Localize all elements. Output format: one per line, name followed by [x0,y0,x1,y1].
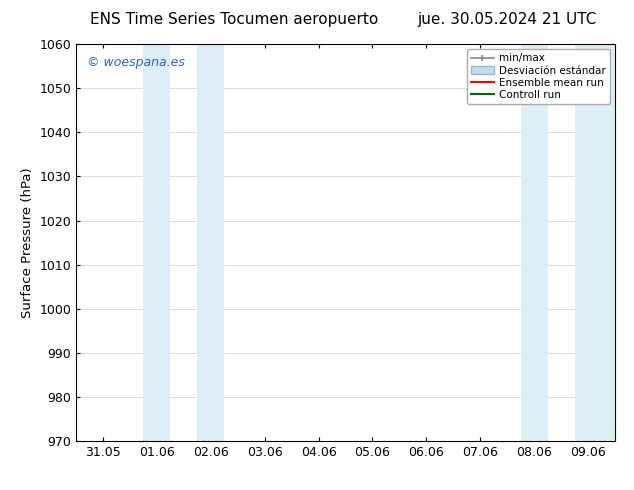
Text: jue. 30.05.2024 21 UTC: jue. 30.05.2024 21 UTC [418,12,597,27]
Bar [521,44,548,441]
Bar [574,44,615,441]
Legend: min/max, Desviación estándar, Ensemble mean run, Controll run: min/max, Desviación estándar, Ensemble m… [467,49,610,104]
Text: © woespana.es: © woespana.es [87,56,184,69]
Bar [143,44,171,441]
Text: ENS Time Series Tocumen aeropuerto: ENS Time Series Tocumen aeropuerto [91,12,378,27]
Bar [197,44,224,441]
Y-axis label: Surface Pressure (hPa): Surface Pressure (hPa) [21,167,34,318]
